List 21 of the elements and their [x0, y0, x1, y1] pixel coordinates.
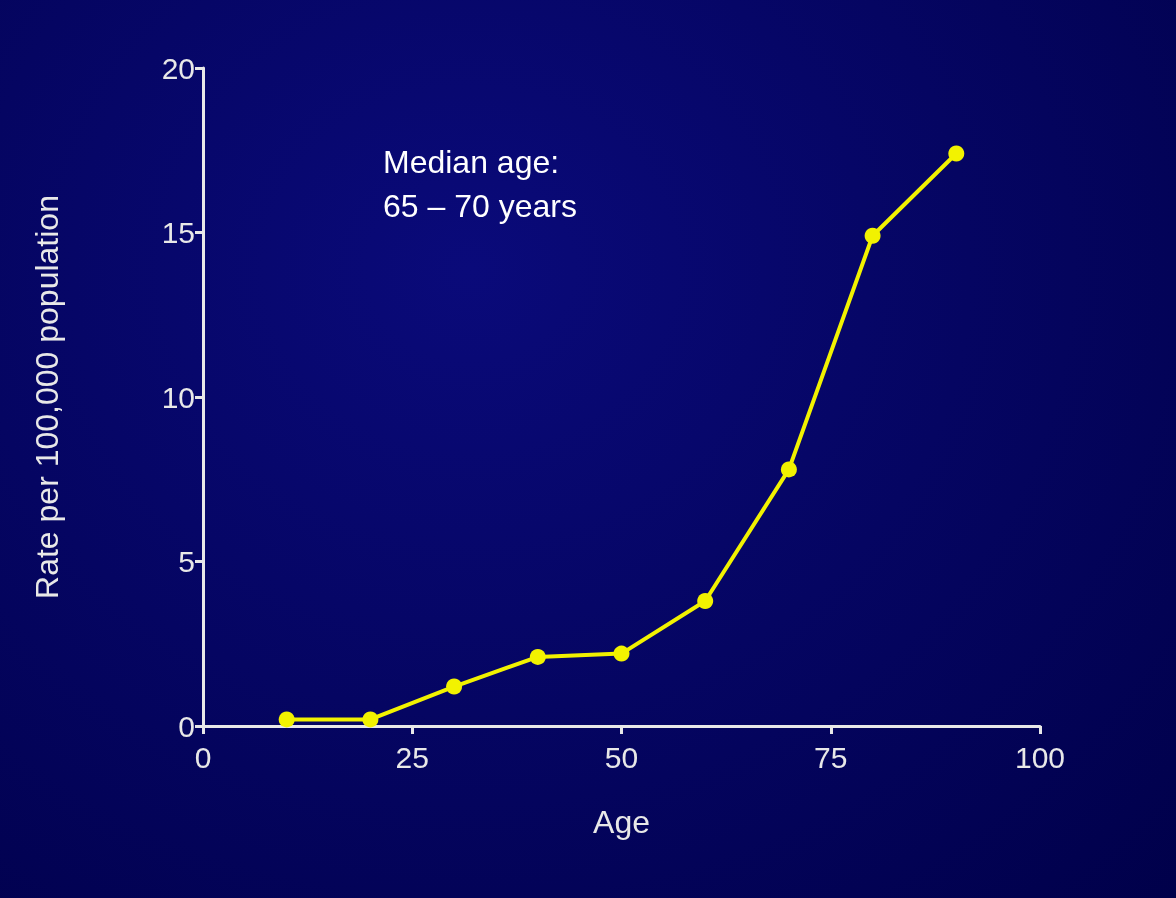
point	[529, 648, 546, 665]
x-tick-label: 75	[814, 740, 848, 774]
x-tick-label: 100	[1014, 740, 1066, 774]
y-tick-label: 5	[178, 545, 195, 578]
x-tick-label: 25	[395, 740, 429, 774]
y-axis-title: Rate per 100,000 population	[29, 195, 65, 599]
y-tick-label: 20	[161, 51, 195, 85]
y-tick-label: 0	[178, 709, 195, 743]
point	[362, 711, 379, 728]
x-tick-label: 50	[604, 740, 639, 774]
point	[948, 145, 965, 162]
point	[446, 678, 463, 695]
y-tick-label: 10	[161, 380, 195, 414]
point	[864, 227, 881, 244]
x-axis-title: Age	[593, 804, 650, 840]
point	[697, 592, 714, 609]
point	[613, 645, 630, 662]
point	[780, 461, 797, 478]
annotation: Median age: 65 – 70 years	[383, 144, 577, 224]
point	[278, 711, 295, 728]
y-tick-label: 15	[161, 216, 195, 249]
